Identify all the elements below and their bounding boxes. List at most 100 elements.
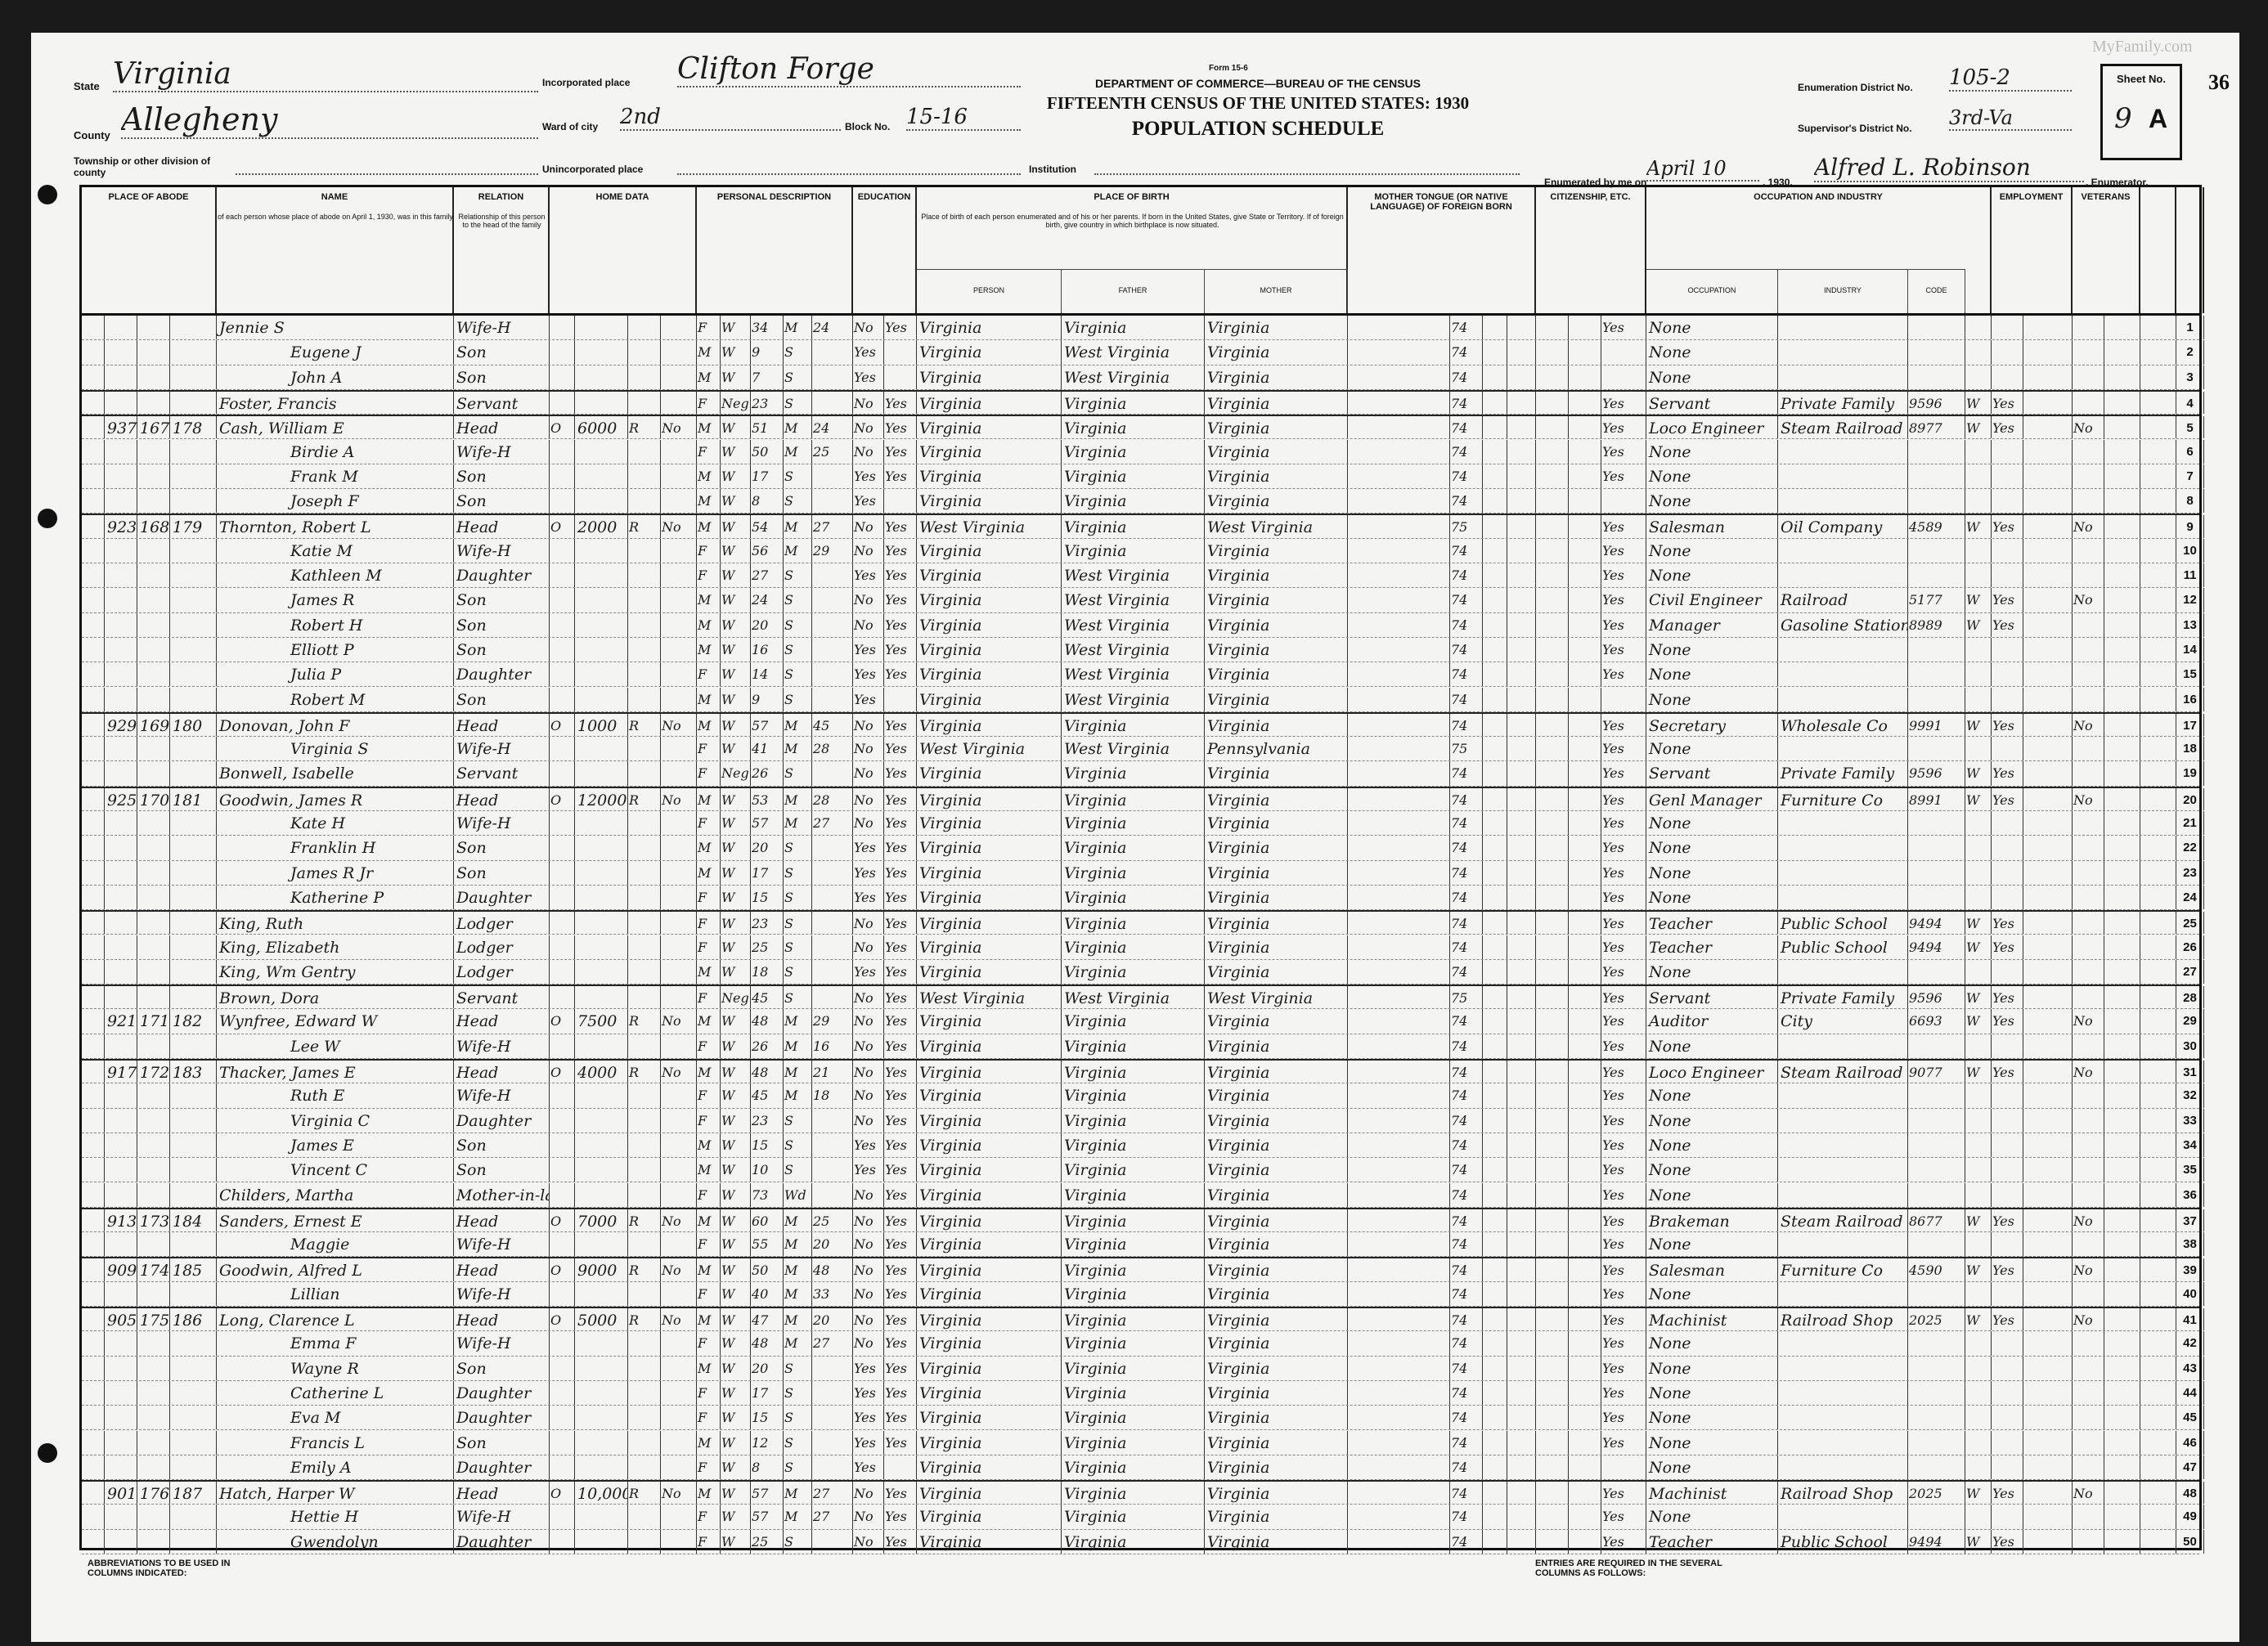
cell-name: Robert M bbox=[217, 687, 454, 711]
cell-family bbox=[170, 912, 217, 935]
cell-street bbox=[82, 860, 105, 885]
cell-birthplace-mother: Virginia bbox=[1205, 316, 1348, 340]
cell-school: No bbox=[853, 1281, 884, 1306]
cell-street bbox=[82, 912, 105, 935]
cell-school: No bbox=[853, 1108, 884, 1132]
cell-unemployment-line bbox=[2023, 612, 2073, 637]
cell-home-value bbox=[575, 316, 628, 340]
cell-code-a: 74 bbox=[1450, 860, 1483, 885]
cell-school: No bbox=[853, 1061, 884, 1083]
cell-home-value bbox=[575, 439, 628, 464]
cell-school: No bbox=[853, 787, 884, 810]
cell-race: W bbox=[721, 1034, 751, 1058]
cell-relation: Daughter bbox=[454, 885, 550, 910]
cell-house-number bbox=[105, 637, 137, 662]
cell-at-work bbox=[1992, 1158, 2023, 1182]
cell-immigration-year bbox=[1536, 391, 1569, 415]
cell-farm bbox=[661, 1505, 697, 1529]
cell-industry bbox=[1778, 365, 1908, 389]
cell-immigration-year bbox=[1536, 935, 1569, 959]
cell-immigration-year bbox=[1536, 340, 1569, 365]
cell-speaks-english: Yes bbox=[1601, 811, 1646, 836]
cell-code-a: 74 bbox=[1450, 836, 1483, 860]
cell-occupation-code bbox=[1908, 1430, 1965, 1455]
cell-house-number bbox=[105, 1158, 137, 1182]
cell-street bbox=[82, 787, 105, 810]
cell-code-a: 75 bbox=[1450, 986, 1483, 1009]
cell-sex: F bbox=[697, 811, 721, 836]
cell-unemployment-line bbox=[2023, 737, 2073, 761]
cell-relation: Head bbox=[454, 1482, 550, 1505]
cell-family bbox=[170, 1455, 217, 1480]
cell-code-b bbox=[1483, 1009, 1507, 1034]
cell-race: W bbox=[721, 1430, 751, 1455]
cell-tenure bbox=[550, 340, 575, 365]
cell-dwelling bbox=[137, 885, 170, 910]
cell-relation: Daughter bbox=[454, 1380, 550, 1406]
cell-unemployment-line bbox=[2023, 563, 2073, 588]
cell-school: Yes bbox=[853, 1158, 884, 1182]
cell-line-number: 13 bbox=[2176, 612, 2204, 637]
cell-name: Lillian bbox=[217, 1281, 454, 1306]
cell-industry bbox=[1778, 1108, 1908, 1132]
cell-literacy: Yes bbox=[884, 912, 917, 935]
cell-unemployment-line bbox=[2023, 1158, 2073, 1182]
cell-farm: No bbox=[661, 1209, 697, 1232]
cell-relation: Son bbox=[454, 489, 550, 514]
cell-class-of-worker bbox=[1965, 464, 1992, 489]
cell-farm-schedule bbox=[2140, 439, 2176, 464]
cell-family bbox=[170, 1529, 217, 1554]
cell-line-number: 19 bbox=[2176, 761, 2204, 786]
cell-unemployment-line bbox=[2023, 1061, 2073, 1083]
cell-age: 7 bbox=[751, 365, 784, 389]
cell-occupation: None bbox=[1646, 365, 1778, 389]
cell-unemployment-line bbox=[2023, 1108, 2073, 1132]
incorporated-label: Incorporated place bbox=[542, 77, 631, 88]
cell-code-b bbox=[1483, 986, 1507, 1009]
cell-birthplace-person: Virginia bbox=[917, 1308, 1062, 1331]
township-field bbox=[236, 164, 538, 175]
cell-race: W bbox=[721, 787, 751, 810]
cell-house-number: 905 bbox=[105, 1308, 137, 1331]
cell-home-value: 7500 bbox=[575, 1009, 628, 1034]
cell-school: Yes bbox=[853, 340, 884, 365]
cell-line-number: 46 bbox=[2176, 1430, 2204, 1455]
cell-speaks-english bbox=[1601, 687, 1646, 711]
cell-marital: M bbox=[784, 1232, 812, 1257]
cell-birthplace-mother: Virginia bbox=[1205, 787, 1348, 810]
cell-code-b bbox=[1483, 935, 1507, 959]
cell-speaks-english: Yes bbox=[1601, 1529, 1646, 1554]
cell-race: W bbox=[721, 687, 751, 711]
cell-dwelling bbox=[137, 959, 170, 984]
cell-unemployment-line bbox=[2023, 1132, 2073, 1158]
cell-language bbox=[1348, 637, 1450, 662]
cell-dwelling: 174 bbox=[137, 1258, 170, 1281]
cell-street bbox=[82, 1158, 105, 1182]
column-description: Relationship of this person to the head … bbox=[458, 213, 546, 230]
cell-marital: S bbox=[784, 959, 812, 984]
cell-code-a: 74 bbox=[1450, 316, 1483, 340]
cell-code-c bbox=[1507, 340, 1536, 365]
cell-relation: Wife-H bbox=[454, 538, 550, 563]
cell-language bbox=[1348, 365, 1450, 389]
cell-line-number: 47 bbox=[2176, 1455, 2204, 1480]
cell-farm-schedule bbox=[2140, 935, 2176, 959]
cell-street bbox=[82, 612, 105, 637]
cell-occupation: None bbox=[1646, 1331, 1778, 1356]
cell-literacy: Yes bbox=[884, 959, 917, 984]
cell-war bbox=[2104, 1455, 2140, 1480]
cell-school: No bbox=[853, 588, 884, 612]
cell-birthplace-person: Virginia bbox=[917, 464, 1062, 489]
cell-code-a: 74 bbox=[1450, 959, 1483, 984]
cell-home-value bbox=[575, 935, 628, 959]
cell-sex: M bbox=[697, 340, 721, 365]
cell-name: Goodwin, James R bbox=[217, 787, 454, 810]
cell-code-c bbox=[1507, 1356, 1536, 1380]
cell-speaks-english: Yes bbox=[1601, 563, 1646, 588]
cell-name: King, Ruth bbox=[217, 912, 454, 935]
cell-code-c bbox=[1507, 1132, 1536, 1158]
cell-home-value: 1000 bbox=[575, 713, 628, 737]
cell-relation: Daughter bbox=[454, 1108, 550, 1132]
cell-age-first-marriage: 20 bbox=[812, 1232, 853, 1257]
cell-family bbox=[170, 1281, 217, 1306]
